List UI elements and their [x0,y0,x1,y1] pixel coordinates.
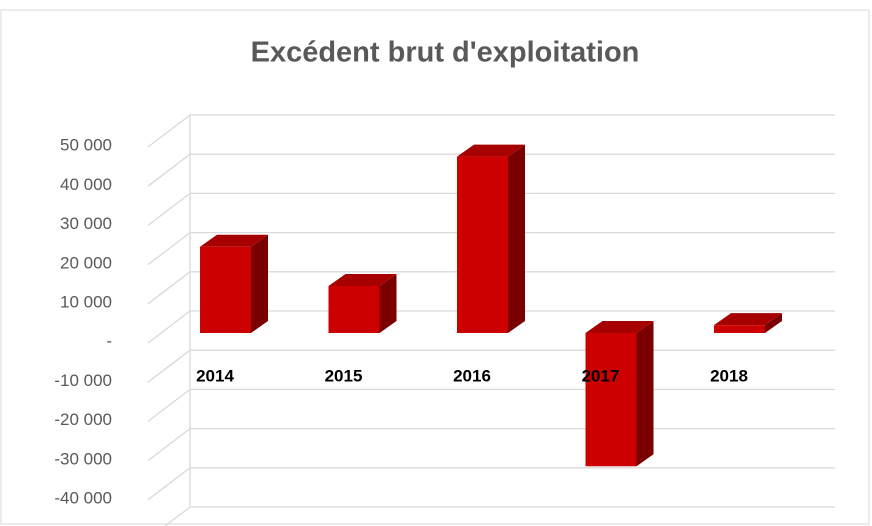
chart-border [0,9,870,525]
bar [200,246,251,333]
bar-side [251,234,268,333]
bar [714,325,765,333]
grid-line [147,153,835,187]
bar-side [379,273,397,333]
bar [585,333,637,467]
y-tick-label: 30 000 [60,214,112,233]
y-tick-label: -30 000 [54,449,112,468]
y-tick-label: - [106,332,112,351]
bar-top [585,321,654,333]
bar-top [714,313,782,326]
grid-line [147,271,835,305]
grid-line [147,114,835,148]
y-tick-label: 20 000 [60,253,112,272]
x-tick-label: 2016 [453,366,491,385]
bar-side [508,144,525,333]
bar-side [765,313,782,333]
chart-title: Excédent brut d'exploitation [251,37,640,69]
y-tick-label: -10 000 [54,371,112,390]
grid-line [147,192,835,226]
bar-top [457,144,525,157]
x-tick-label: 2018 [710,366,748,385]
grid-line [163,506,835,526]
grid-line [147,231,835,266]
y-tick-label: 50 000 [60,136,112,155]
bar-top [328,273,397,286]
grid-line [147,467,835,501]
bar-side [636,321,654,467]
y-tick-label: 10 000 [60,292,112,311]
y-tick-label: 40 000 [60,175,112,194]
grid-line [147,310,835,344]
x-tick-label: 2017 [582,366,620,385]
bar [457,156,508,333]
bar-top [200,234,268,247]
y-tick-label: -20 000 [54,410,112,429]
x-tick-label: 2014 [196,366,234,385]
y-tick-label: -40 000 [54,488,112,507]
x-tick-label: 2015 [325,366,363,385]
bar [328,285,380,333]
